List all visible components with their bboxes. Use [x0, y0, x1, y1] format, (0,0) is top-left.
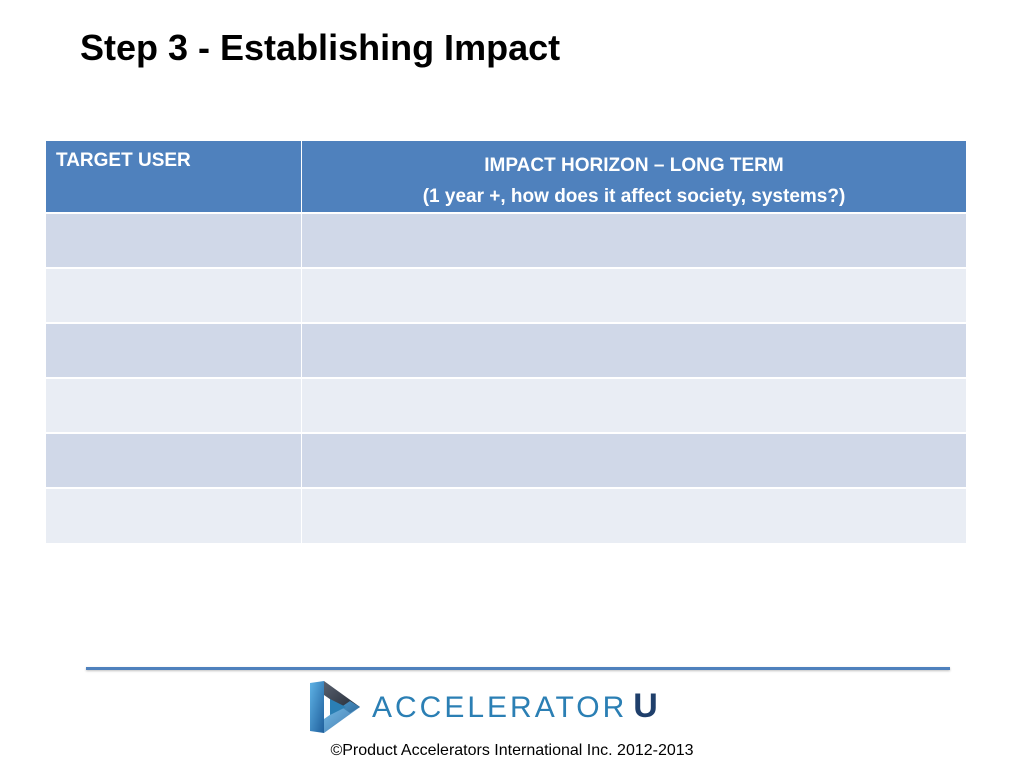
footer-divider — [86, 667, 950, 670]
target-user-cell[interactable] — [45, 487, 302, 544]
logo-suffix: U — [633, 687, 658, 725]
accelerator-u-logo: ACCELERATOR U — [306, 677, 658, 737]
impact-cell[interactable] — [301, 267, 967, 324]
target-user-cell[interactable] — [45, 267, 302, 324]
header-impact-horizon: IMPACT HORIZON – LONG TERM (1 year +, ho… — [301, 140, 967, 214]
target-user-cell[interactable] — [45, 322, 302, 379]
table-row — [45, 487, 967, 544]
logo-wordmark: ACCELERATOR U — [372, 676, 658, 738]
header-impact-title: IMPACT HORIZON – LONG TERM — [484, 155, 784, 176]
impact-cell[interactable] — [301, 432, 967, 489]
table-row — [45, 267, 967, 324]
header-target-user: TARGET USER — [45, 140, 302, 214]
table-row — [45, 322, 967, 379]
table-row — [45, 377, 967, 434]
target-user-cell[interactable] — [45, 212, 302, 269]
table-row — [45, 432, 967, 489]
impact-cell[interactable] — [301, 322, 967, 379]
target-user-cell[interactable] — [45, 377, 302, 434]
table-header-row: TARGET USER IMPACT HORIZON – LONG TERM (… — [45, 140, 967, 214]
table-row — [45, 212, 967, 269]
header-impact-subtitle: (1 year +, how does it affect society, s… — [422, 186, 846, 207]
target-user-cell[interactable] — [45, 432, 302, 489]
slide-title: Step 3 - Establishing Impact — [80, 27, 561, 68]
impact-cell[interactable] — [301, 212, 967, 269]
impact-cell[interactable] — [301, 487, 967, 544]
accelerator-u-logo-icon — [310, 681, 360, 733]
impact-cell[interactable] — [301, 377, 967, 434]
copyright-text: ©Product Accelerators International Inc.… — [330, 742, 694, 759]
impact-table: TARGET USER IMPACT HORIZON – LONG TERM (… — [45, 140, 967, 544]
logo-text: ACCELERATOR — [372, 691, 628, 724]
